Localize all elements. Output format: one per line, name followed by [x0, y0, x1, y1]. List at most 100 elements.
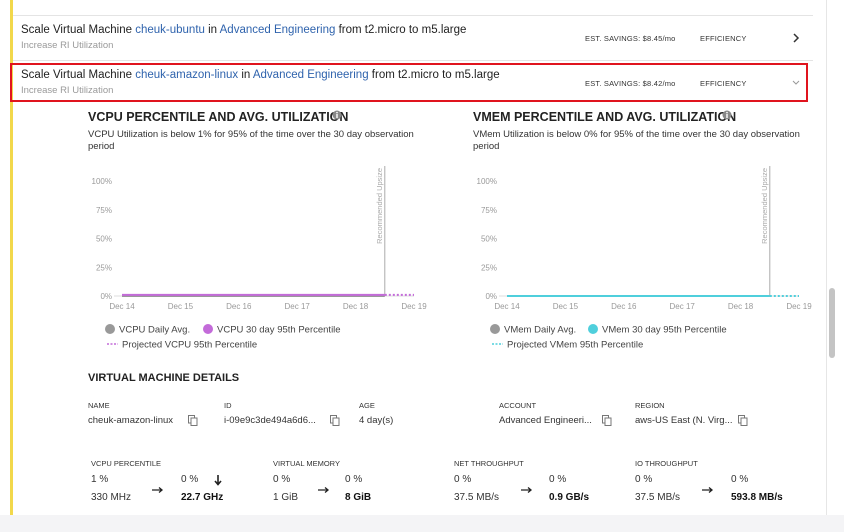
legend-swatch: [203, 324, 213, 334]
upsize-label: Recommended Upsize: [760, 168, 769, 244]
chevron-path: [793, 33, 800, 43]
copy-front: [604, 417, 612, 426]
metric-current-pct: 0 %: [635, 474, 653, 485]
y-tick-label: 100%: [477, 177, 497, 186]
row-title: Scale Virtual Machine cheuk-amazon-linux…: [21, 69, 500, 81]
metric-target: 593.8 MB/s: [731, 492, 783, 503]
info-icon[interactable]: [332, 110, 342, 120]
field-value[interactable]: cheuk-amazon-linux: [88, 415, 174, 426]
upsize-label: Recommended Upsize: [375, 168, 384, 244]
chevron-path: [792, 80, 800, 85]
copy-front: [190, 417, 198, 426]
legend-label: VMem 30 day 95th Percentile: [602, 325, 727, 336]
x-tick-label: Dec 19: [786, 302, 812, 311]
field-value: i-09e9c3de494a6d6...: [224, 415, 316, 426]
text: Scale Virtual Machine: [21, 69, 133, 81]
copy-icon[interactable]: [738, 415, 748, 426]
text: from t2.micro to m5.large: [338, 24, 467, 36]
row-subtitle: Increase RI Utilization: [21, 40, 114, 51]
metric-target: 0.9 GB/s: [549, 492, 590, 503]
field-label: NAME: [88, 401, 110, 410]
legend-label: Projected VCPU 95th Percentile: [122, 340, 257, 351]
arrow-right: [318, 487, 330, 493]
x-tick-label: Dec 15: [553, 302, 579, 311]
y-tick-label: 0%: [485, 292, 497, 301]
arrow-path: [318, 487, 330, 493]
legend-label: VCPU Daily Avg.: [119, 325, 190, 336]
y-tick-label: 100%: [92, 177, 112, 186]
row-title: Scale Virtual Machine cheuk-ubuntu in Ad…: [21, 24, 466, 36]
arrow-right: [521, 487, 533, 493]
field-label: ACCOUNT: [499, 401, 537, 410]
highlight-box: [10, 63, 808, 102]
metric-label: NET THROUGHPUT: [454, 459, 524, 468]
details-title: VIRTUAL MACHINE DETAILS: [88, 372, 240, 384]
y-tick-label: 75%: [96, 206, 112, 215]
info-dot: [336, 111, 338, 114]
info-icon[interactable]: [722, 110, 732, 120]
savings: EST. SAVINGS: $8.42/mo: [585, 79, 676, 88]
metric-target: 8 GiB: [345, 492, 372, 503]
y-tick-label: 50%: [481, 235, 497, 244]
copy-icon[interactable]: [188, 415, 198, 426]
info-dot: [726, 111, 728, 114]
chart: 0% 25% 50% 75% 100% Dec 14 Dec 15 Dec 16 Dec 17 D…: [477, 166, 812, 351]
legend-swatch: [588, 324, 598, 334]
metric-target-pct: 0 %: [549, 474, 567, 485]
text: in: [241, 69, 251, 81]
x-tick-label: Dec 16: [611, 302, 637, 311]
link[interactable]: Advanced Engineering: [252, 69, 369, 81]
row-subtitle: Increase RI Utilization: [21, 85, 114, 96]
chevron[interactable]: [791, 33, 801, 43]
divider: [13, 60, 813, 61]
copy-icon[interactable]: [602, 415, 612, 426]
accent-bar: [10, 0, 13, 515]
arrow-path: [214, 475, 222, 486]
chart-description: VCPU Utilization is below 1% for 95% of …: [88, 129, 414, 152]
metric-target-pct: 0 %: [181, 474, 199, 485]
legend-label: Projected VMem 95th Percentile: [507, 340, 643, 351]
arrow-path: [702, 487, 714, 493]
y-tick-label: 75%: [481, 206, 497, 215]
chevron[interactable]: [791, 78, 801, 88]
y-tick-label: 0%: [100, 292, 112, 301]
category: EFFICIENCY: [700, 79, 747, 88]
copy-front: [332, 417, 340, 426]
metric-current-pct: 0 %: [454, 474, 472, 485]
metric-current: 37.5 MB/s: [635, 492, 681, 503]
metric-current: 37.5 MB/s: [454, 492, 500, 503]
metric-label: IO THROUGHPUT: [635, 459, 698, 468]
field-value[interactable]: Advanced Engineeri...: [499, 415, 592, 426]
legend-swatch: [105, 324, 115, 334]
x-tick-label: Dec 16: [226, 302, 252, 311]
copy-icon[interactable]: [330, 415, 340, 426]
chart-title: VMEM PERCENTILE AND AVG. UTILIZATION: [473, 110, 737, 124]
scroll-thumb[interactable]: [829, 288, 835, 358]
x-tick-label: Dec 14: [109, 302, 135, 311]
metric-label: VIRTUAL MEMORY: [273, 459, 340, 468]
field-value: 4 day(s): [359, 415, 394, 426]
field-label: ID: [224, 401, 232, 410]
metric-current-pct: 1 %: [91, 474, 109, 485]
x-tick-label: Dec 18: [728, 302, 754, 311]
info-glyph: [726, 114, 728, 118]
x-tick-label: Dec 14: [494, 302, 520, 311]
field-label: REGION: [635, 401, 665, 410]
legend-label: VCPU 30 day 95th Percentile: [217, 325, 341, 336]
metric-target-pct: 0 %: [731, 474, 749, 485]
arrow-right: [702, 487, 714, 493]
field-value[interactable]: aws-US East (N. Virg...: [635, 415, 733, 426]
link[interactable]: Advanced Engineering: [219, 24, 336, 36]
chart-description: VMem Utilization is below 0% for 95% of …: [473, 129, 800, 152]
divider: [13, 15, 813, 16]
link[interactable]: cheuk-ubuntu: [135, 24, 205, 36]
metric-current-pct: 0 %: [273, 474, 291, 485]
info-glyph: [336, 114, 338, 118]
text: Scale Virtual Machine: [21, 24, 133, 36]
metric-label: VCPU PERCENTILE: [91, 459, 162, 468]
x-tick-label: Dec 15: [168, 302, 194, 311]
text: from t2.micro to m5.large: [371, 69, 500, 81]
link[interactable]: cheuk-amazon-linux: [135, 69, 239, 81]
field-label: AGE: [359, 401, 375, 410]
